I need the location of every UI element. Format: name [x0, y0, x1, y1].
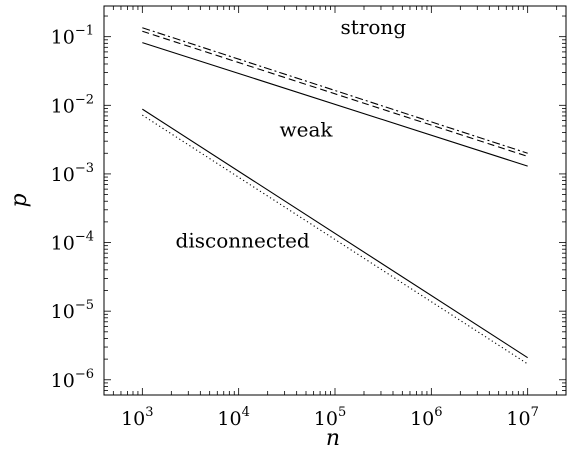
series-layer	[142, 27, 528, 365]
y-tick-label: 10−1	[51, 24, 94, 49]
x-tick-label: 105	[314, 405, 346, 430]
series-line-2	[142, 30, 528, 157]
series-line-1	[142, 42, 528, 167]
y-tick-label: 10−6	[51, 367, 94, 392]
y-axis-label: p	[7, 193, 32, 207]
y-tick-label: 10−5	[51, 298, 94, 323]
x-tick-label: 104	[217, 405, 249, 430]
ticks-layer	[103, 6, 566, 396]
y-tick-label: 10−3	[51, 161, 94, 186]
y-tick-label: 10−4	[51, 230, 94, 255]
series-line-5	[142, 114, 528, 365]
series-line-4	[142, 108, 528, 359]
labels-layer: 103 104 105 106 107 10−1 10−2 10−3 10−4 10−5 10−6 s…	[51, 15, 539, 430]
x-tick-label: 107	[506, 405, 538, 430]
x-tick-label: 106	[410, 405, 442, 430]
plot-frame	[103, 5, 567, 396]
y-tick-label: 10−2	[51, 92, 94, 117]
region-label-strong: strong	[341, 15, 407, 39]
x-axis-label: n	[326, 426, 340, 451]
series-line-3	[142, 27, 528, 154]
x-tick-label: 103	[121, 405, 153, 430]
region-label-disconnected: disconnected	[176, 228, 310, 252]
region-label-weak: weak	[280, 118, 334, 142]
